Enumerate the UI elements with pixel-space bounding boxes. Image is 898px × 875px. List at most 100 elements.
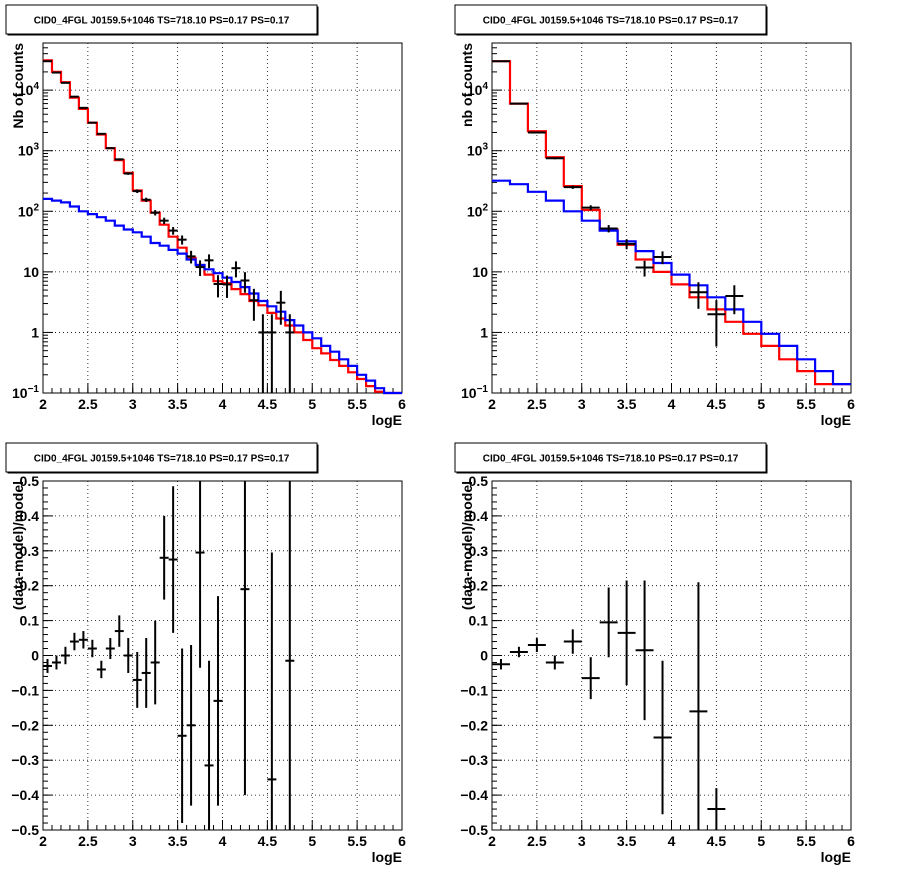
- residual-point: [87, 639, 97, 658]
- chart-title: CID0_4FGL J0159.5+1046 TS=718.10 PS=0.17…: [34, 16, 290, 27]
- y-tick-label: 104: [18, 81, 40, 98]
- data-point: [267, 314, 277, 393]
- data-point: [240, 272, 250, 293]
- y-tick-label: 0.2: [469, 578, 489, 594]
- data-point: [195, 260, 205, 277]
- residual-point: [213, 596, 223, 806]
- y-tick-label: 1: [31, 324, 39, 340]
- residual-point: [159, 515, 169, 600]
- residual-point: [204, 660, 214, 830]
- residual-point: [141, 638, 151, 708]
- data-point: [635, 260, 654, 277]
- grid: [492, 481, 851, 830]
- chart-title: CID0_4FGL J0159.5+1046 TS=718.10 PS=0.17…: [483, 16, 739, 27]
- y-axis-title: (data-model)/model: [459, 481, 475, 610]
- data-point: [545, 157, 564, 160]
- y-tick-label: 0.1: [469, 613, 489, 629]
- residual-point: [177, 648, 187, 824]
- data-point: [123, 172, 133, 175]
- x-tick-label: 2.5: [527, 833, 547, 849]
- plot-frame: [42, 42, 403, 394]
- chart-title: CID0_4FGL J0159.5+1046 TS=718.10 PS=0.17…: [34, 454, 290, 465]
- grid: [43, 481, 402, 830]
- title-box: [5, 4, 318, 35]
- y-tick-label: 0.3: [469, 543, 489, 559]
- x-tick-label: 3: [578, 833, 586, 849]
- y-tick-label: 10−1: [461, 384, 488, 401]
- x-tick-label: 5: [308, 396, 316, 412]
- residual-point: [186, 645, 196, 806]
- data-point: [509, 102, 528, 105]
- data-point: [213, 275, 223, 298]
- residual-point: [51, 655, 61, 670]
- residual-point: [545, 655, 564, 670]
- x-tick-label: 6: [398, 833, 406, 849]
- data-point: [689, 282, 708, 309]
- x-tick-label: 5: [757, 833, 765, 849]
- x-tick-label: 3: [578, 396, 586, 412]
- y-tick-label: −0.5: [11, 822, 39, 838]
- data-point: [204, 254, 214, 269]
- x-tick-label: 6: [847, 833, 855, 849]
- x-tick-label: 3: [129, 396, 137, 412]
- x-tick-label: 5.5: [796, 396, 816, 412]
- x-tick-label: 3.5: [617, 396, 637, 412]
- data-point: [150, 210, 160, 216]
- x-axis-title: logE: [821, 849, 851, 865]
- data-point: [78, 106, 88, 109]
- residual-point: [267, 552, 277, 830]
- residual-point: [195, 481, 205, 668]
- x-tick-label: 4.5: [707, 396, 727, 412]
- y-tick-label: 10−1: [12, 384, 39, 401]
- data-point: [599, 225, 618, 233]
- x-tick-label: 4: [219, 833, 227, 849]
- x-tick-label: 5.5: [796, 833, 816, 849]
- x-axis-title: logE: [372, 849, 402, 865]
- y-tick-label: −0.3: [460, 752, 488, 768]
- x-tick-label: 5.5: [347, 396, 367, 412]
- data-point: [285, 314, 295, 393]
- x-tick-label: 3.5: [617, 833, 637, 849]
- x-tick-label: 5: [757, 396, 765, 412]
- x-axis-title: logE: [372, 412, 402, 428]
- x-tick-label: 2.5: [78, 396, 98, 412]
- x-tick-label: 4.5: [258, 833, 278, 849]
- plot-frame: [42, 480, 403, 831]
- x-tick-label: 2: [488, 833, 496, 849]
- residual-point: [581, 657, 600, 700]
- residual-point: [114, 615, 124, 647]
- title-box: [5, 442, 318, 473]
- y-tick-label: 0: [31, 648, 39, 664]
- data-point: [186, 250, 196, 264]
- residual-point: [635, 580, 654, 721]
- chart-title: CID0_4FGL J0159.5+1046 TS=718.10 PS=0.17…: [483, 454, 739, 465]
- y-tick-label: 0.4: [469, 508, 489, 524]
- residual-point: [653, 660, 672, 815]
- residual-point: [509, 646, 528, 658]
- data-point: [168, 227, 178, 235]
- y-tick-label: 103: [467, 142, 489, 159]
- title-box: [454, 4, 767, 35]
- x-tick-label: 6: [398, 396, 406, 412]
- data-point: [276, 290, 286, 325]
- x-tick-label: 3.5: [168, 833, 188, 849]
- y-tick-label: 0.2: [20, 578, 40, 594]
- y-tick-label: 0.1: [20, 613, 40, 629]
- residual-point: [69, 632, 79, 651]
- data-point: [653, 251, 672, 265]
- y-tick-label: 104: [467, 81, 489, 98]
- y-tick-label: −0.2: [460, 717, 488, 733]
- y-tick-label: 0.3: [20, 543, 40, 559]
- data-point: [222, 275, 232, 298]
- y-tick-label: 0.4: [20, 508, 40, 524]
- x-tick-label: 4: [668, 396, 676, 412]
- data-point: [527, 131, 546, 134]
- y-tick-label: −0.5: [460, 822, 488, 838]
- data-point: [249, 288, 259, 321]
- residual-point: [599, 587, 618, 658]
- y-tick-label: 0.5: [469, 473, 489, 489]
- y-tick-label: 10: [23, 264, 39, 280]
- residual-point: [105, 638, 115, 659]
- data-point: [132, 189, 142, 194]
